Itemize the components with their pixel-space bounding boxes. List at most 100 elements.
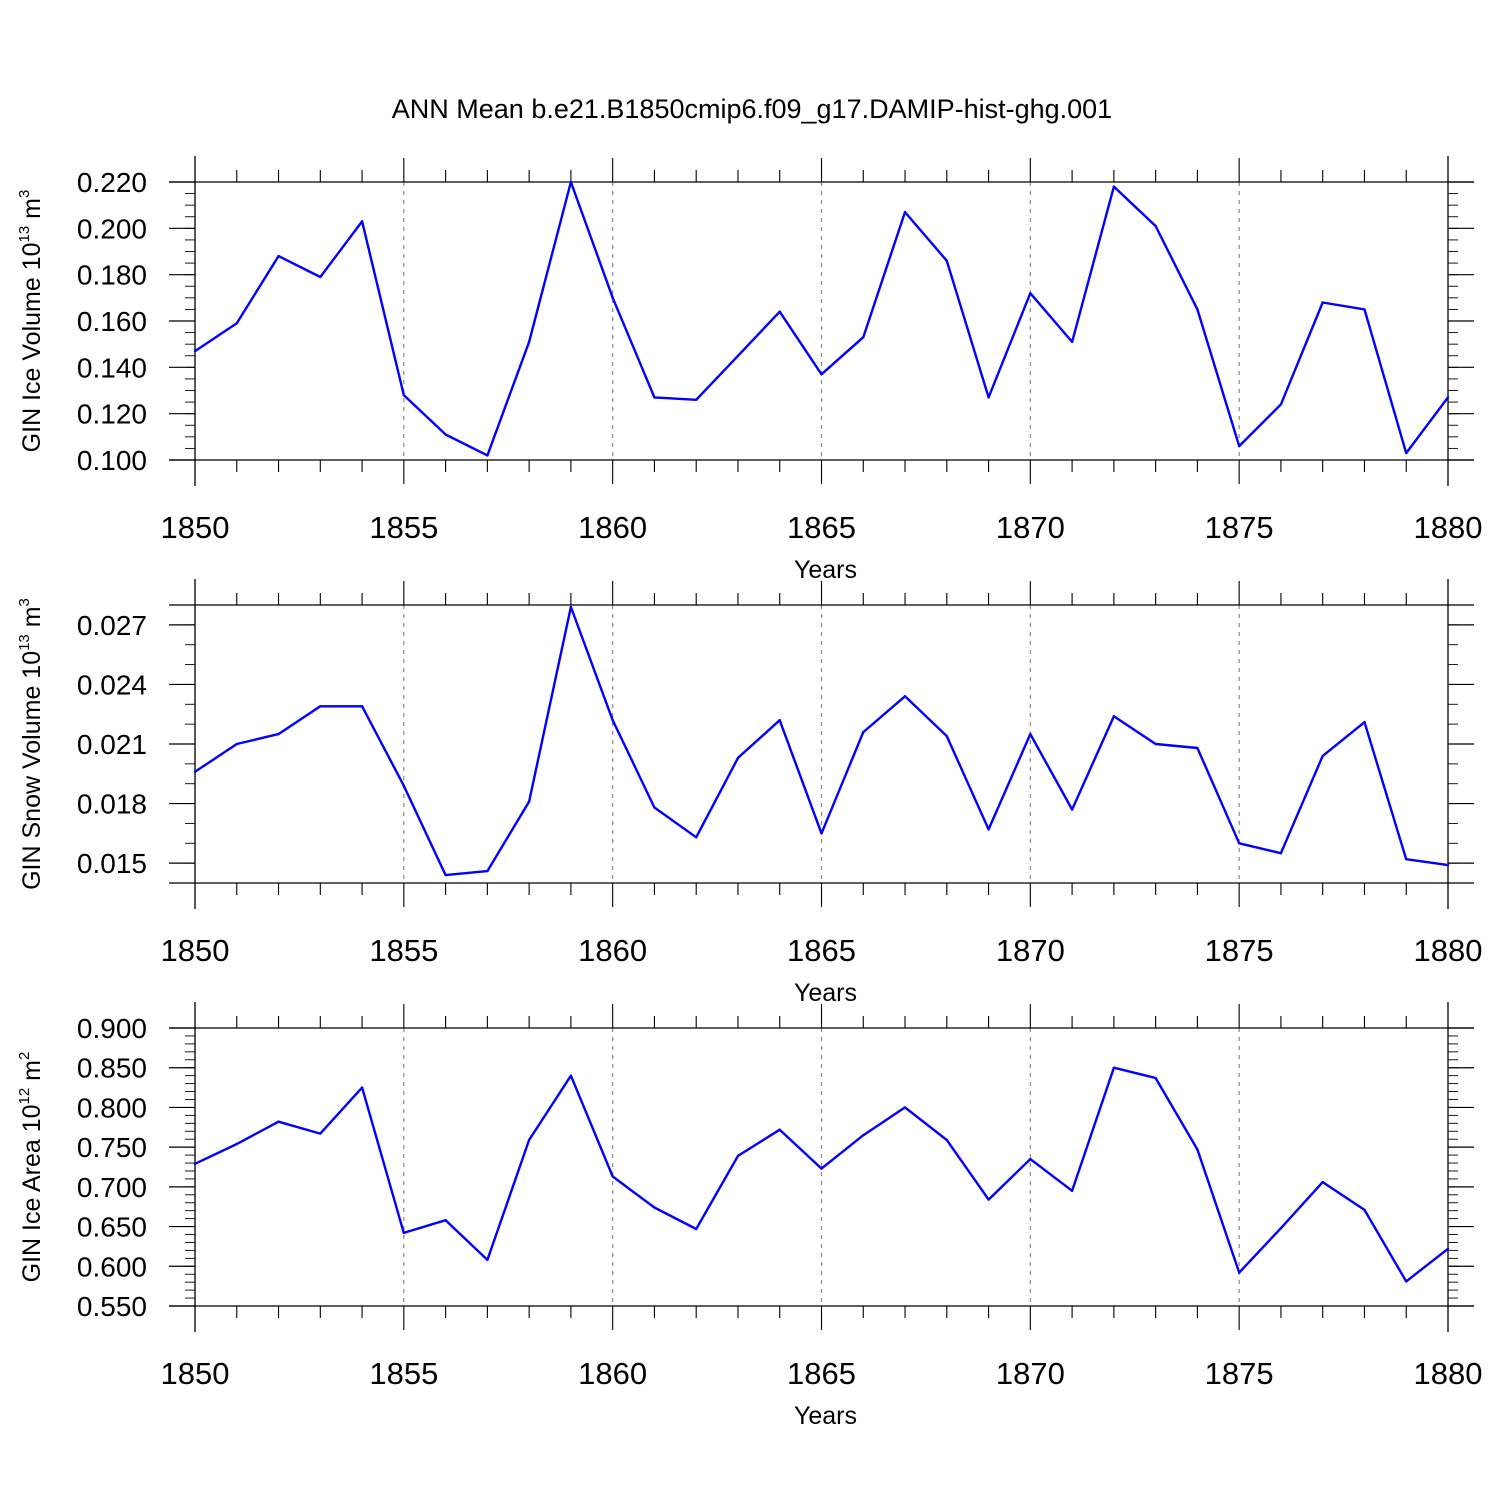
x-tick-label: 1865 — [787, 933, 856, 968]
data-point — [319, 275, 322, 279]
data-point — [569, 605, 573, 609]
data-point — [1070, 340, 1074, 344]
data-point — [277, 732, 280, 736]
y-tick-label: 0.700 — [77, 1172, 147, 1203]
y-axis-title-unit-exponent: 2 — [16, 1052, 33, 1060]
x-tick-label: 1870 — [996, 933, 1065, 968]
data-point — [486, 454, 489, 457]
chart-panel-2: 0.015 0.018 0.021 0.024 0.027 1850 1855 1860 186… — [16, 579, 1482, 1007]
y-axis-title-unit: m — [18, 198, 46, 226]
data-point — [1196, 1148, 1199, 1151]
y-tick-label: 0.750 — [77, 1132, 147, 1163]
data-point — [402, 393, 406, 397]
data-point — [862, 730, 865, 734]
data-point — [1196, 308, 1199, 311]
data-point — [277, 1120, 280, 1123]
data-point — [1405, 451, 1408, 455]
x-tick-label: 1875 — [1205, 933, 1274, 968]
y-tick-label: 0.850 — [77, 1053, 147, 1084]
data-point — [1196, 746, 1199, 750]
data-point — [695, 398, 698, 401]
y-axis-title-unit-exponent: 3 — [16, 598, 33, 606]
figure-title: ANN Mean b.e21.B1850cmip6.f09_g17.DAMIP-… — [392, 94, 1112, 124]
data-point — [611, 1175, 614, 1178]
data-point — [1237, 842, 1241, 845]
x-tick-label: 1860 — [578, 510, 647, 545]
data-point — [695, 836, 698, 839]
data-point — [653, 396, 656, 399]
data-point — [820, 832, 823, 835]
data-point — [1029, 732, 1032, 736]
data-point — [1405, 1280, 1408, 1283]
x-tick-label: 1855 — [369, 933, 438, 968]
data-point — [1321, 301, 1324, 304]
data-point — [736, 756, 740, 760]
data-point — [1029, 292, 1032, 295]
y-tick-label: 0.100 — [77, 445, 147, 476]
x-tick-label: 1870 — [996, 1356, 1065, 1391]
data-point — [945, 1138, 948, 1142]
y-axis-title: GIN Ice Area 1012 m2 — [16, 1052, 46, 1283]
data-point — [945, 734, 948, 738]
x-tick-label: 1860 — [578, 1356, 647, 1391]
data-point — [569, 1074, 573, 1077]
data-point — [903, 1106, 907, 1109]
data-point — [1405, 857, 1408, 861]
data-point — [695, 1227, 698, 1231]
y-tick-label: 0.180 — [77, 260, 147, 291]
y-tick-label: 0.600 — [77, 1251, 147, 1282]
data-point — [360, 1086, 364, 1089]
data-point — [1363, 308, 1366, 311]
data-point — [1237, 1271, 1241, 1274]
data-point — [319, 1132, 322, 1135]
data-point — [569, 180, 573, 184]
data-point — [1363, 1208, 1366, 1212]
data-point — [486, 1258, 489, 1262]
data-point — [1279, 403, 1283, 406]
y-axis-title-exponent: 13 — [16, 634, 33, 651]
data-point — [1154, 1076, 1157, 1080]
data-point — [1237, 444, 1241, 448]
data-point — [235, 1142, 238, 1146]
data-point — [736, 354, 740, 357]
data-point — [1279, 1226, 1283, 1230]
y-axis-title-unit: m — [18, 1060, 46, 1088]
y-axis-title: GIN Snow Volume 1013 m3 — [16, 598, 46, 890]
data-point — [319, 705, 322, 708]
data-point — [193, 349, 197, 353]
data-point — [820, 1167, 823, 1170]
y-axis-title-exponent: 12 — [16, 1088, 33, 1105]
data-point — [1279, 852, 1283, 855]
chart-panel-3: 0.550 0.600 0.650 0.700 0.750 0.800 0.850 0.900… — [16, 1002, 1482, 1430]
data-point — [1029, 1157, 1032, 1161]
data-point — [903, 210, 907, 214]
y-tick-label: 0.021 — [77, 729, 147, 760]
x-tick-label: 1865 — [787, 510, 856, 545]
x-tick-label: 1880 — [1414, 510, 1483, 545]
data-point — [527, 800, 531, 803]
data-point — [736, 1154, 740, 1158]
data-point — [527, 1138, 531, 1142]
x-tick-label: 1855 — [369, 510, 438, 545]
data-point — [402, 784, 406, 787]
x-axis-title: Years — [794, 556, 857, 584]
data-point — [1112, 715, 1116, 718]
data-point — [820, 373, 823, 376]
data-point — [235, 322, 238, 325]
data-point — [1070, 1189, 1074, 1193]
x-tick-label: 1880 — [1414, 1356, 1483, 1391]
data-point — [1112, 185, 1116, 188]
data-point — [277, 254, 280, 258]
data-point — [444, 873, 447, 877]
data-point — [778, 310, 781, 313]
chart-panel-1: 0.100 0.120 0.140 0.160 0.180 0.200 0.220 1850 1… — [16, 156, 1482, 584]
data-point — [235, 742, 238, 746]
data-point — [945, 259, 948, 262]
y-axis-title-exponent: 13 — [16, 226, 33, 243]
data-point — [402, 1231, 406, 1235]
y-axis-title-unit: m — [18, 606, 46, 634]
x-tick-label: 1855 — [369, 1356, 438, 1391]
y-tick-label: 0.140 — [77, 352, 147, 383]
x-tick-label: 1875 — [1205, 1356, 1274, 1391]
y-tick-label: 0.900 — [77, 1013, 147, 1044]
